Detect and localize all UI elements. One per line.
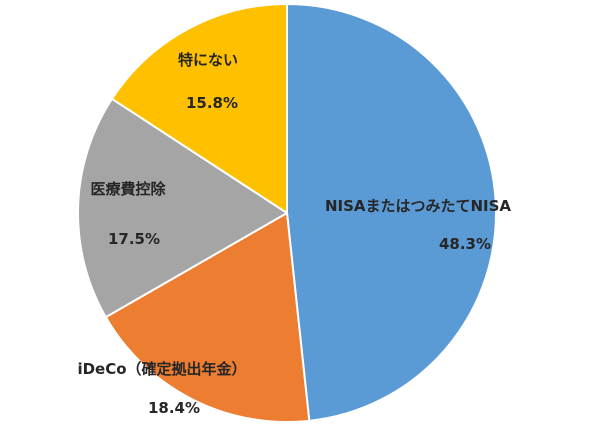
slice-nisa <box>286 3 497 422</box>
slice-value-ideco: 18.4% <box>148 399 200 417</box>
slice-label-ideco: iDeCo（確定拠出年金） <box>77 360 246 378</box>
slices-layer <box>77 3 497 423</box>
slice-value-nisa: 48.3% <box>439 235 491 253</box>
slice-label-none: 特にない <box>178 51 238 69</box>
slice-ideco <box>104 212 311 423</box>
slice-value-none: 15.8% <box>186 94 238 112</box>
slice-label-nisa: NISAまたはつみたてNISA <box>325 197 511 215</box>
slice-label-medical: 医療費控除 <box>90 180 166 198</box>
slice-medical <box>77 97 288 319</box>
slice-none <box>110 3 288 214</box>
slice-value-medical: 17.5% <box>108 230 160 248</box>
labels-layer: NISAまたはつみたてNISA 48.3% iDeCo（確定拠出年金） 18.4… <box>77 51 511 417</box>
